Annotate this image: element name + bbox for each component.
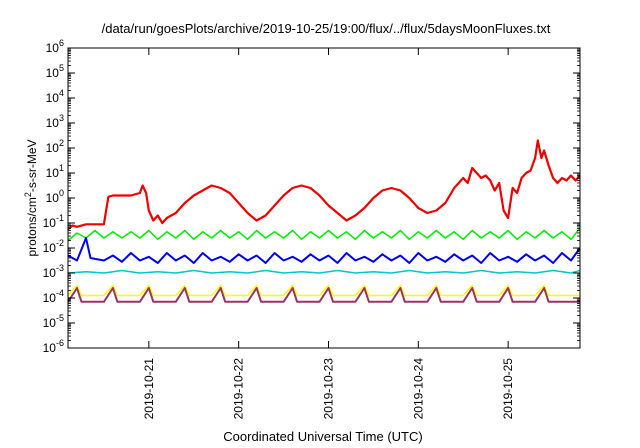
series-line-6 <box>68 287 580 303</box>
x-axis-label: Coordinated Universal Time (UTC) <box>223 429 422 444</box>
y-tick-label: 106 <box>46 38 64 55</box>
y-axis-label-sup: 2 <box>23 192 33 197</box>
y-tick-label: 103 <box>46 113 64 130</box>
y-tick-label: 10-3 <box>43 263 64 280</box>
y-tick-label: 102 <box>46 138 64 155</box>
y-tick-label: 100 <box>46 188 64 205</box>
y-tick-label: 101 <box>46 163 64 180</box>
svg-text:protons/cm2-s-sr-MeV: protons/cm2-s-sr-MeV <box>23 139 39 256</box>
y-axis-label-rest: -s-sr-MeV <box>25 139 39 192</box>
series-line-5 <box>68 284 580 297</box>
x-tick-label: 2019-10-22 <box>232 358 246 420</box>
series-line-2 <box>68 227 580 242</box>
x-tick-label: 2019-10-23 <box>321 358 335 420</box>
y-tick-label: 10-6 <box>43 338 64 355</box>
y-tick-label: 10-5 <box>43 313 64 330</box>
x-tick-label: 2019-10-21 <box>142 358 156 420</box>
chart-title: /data/run/goesPlots/archive/2019-10-25/1… <box>102 21 551 36</box>
y-tick-label: 105 <box>46 63 64 80</box>
y-tick-label: 10-4 <box>43 288 64 305</box>
series-line-4 <box>68 237 580 264</box>
y-tick-label: 104 <box>46 88 64 105</box>
x-tick-label: 2019-10-25 <box>501 358 515 420</box>
y-axis-label: protons/cm2-s-sr-MeV <box>23 139 39 256</box>
y-tick-label: 10-2 <box>43 238 64 255</box>
plot-frame <box>67 47 581 349</box>
series-line-1 <box>68 139 580 231</box>
series-line-3 <box>68 269 580 274</box>
plot-area: 10-6 10-5 10-4 10-3 10-2 10-1 100 101 102 103 104 1… <box>43 38 581 420</box>
x-tick-label: 2019-10-24 <box>411 358 425 420</box>
y-axis-label-base: protons/cm <box>25 197 39 256</box>
y-tick-label: 10-1 <box>43 213 64 230</box>
